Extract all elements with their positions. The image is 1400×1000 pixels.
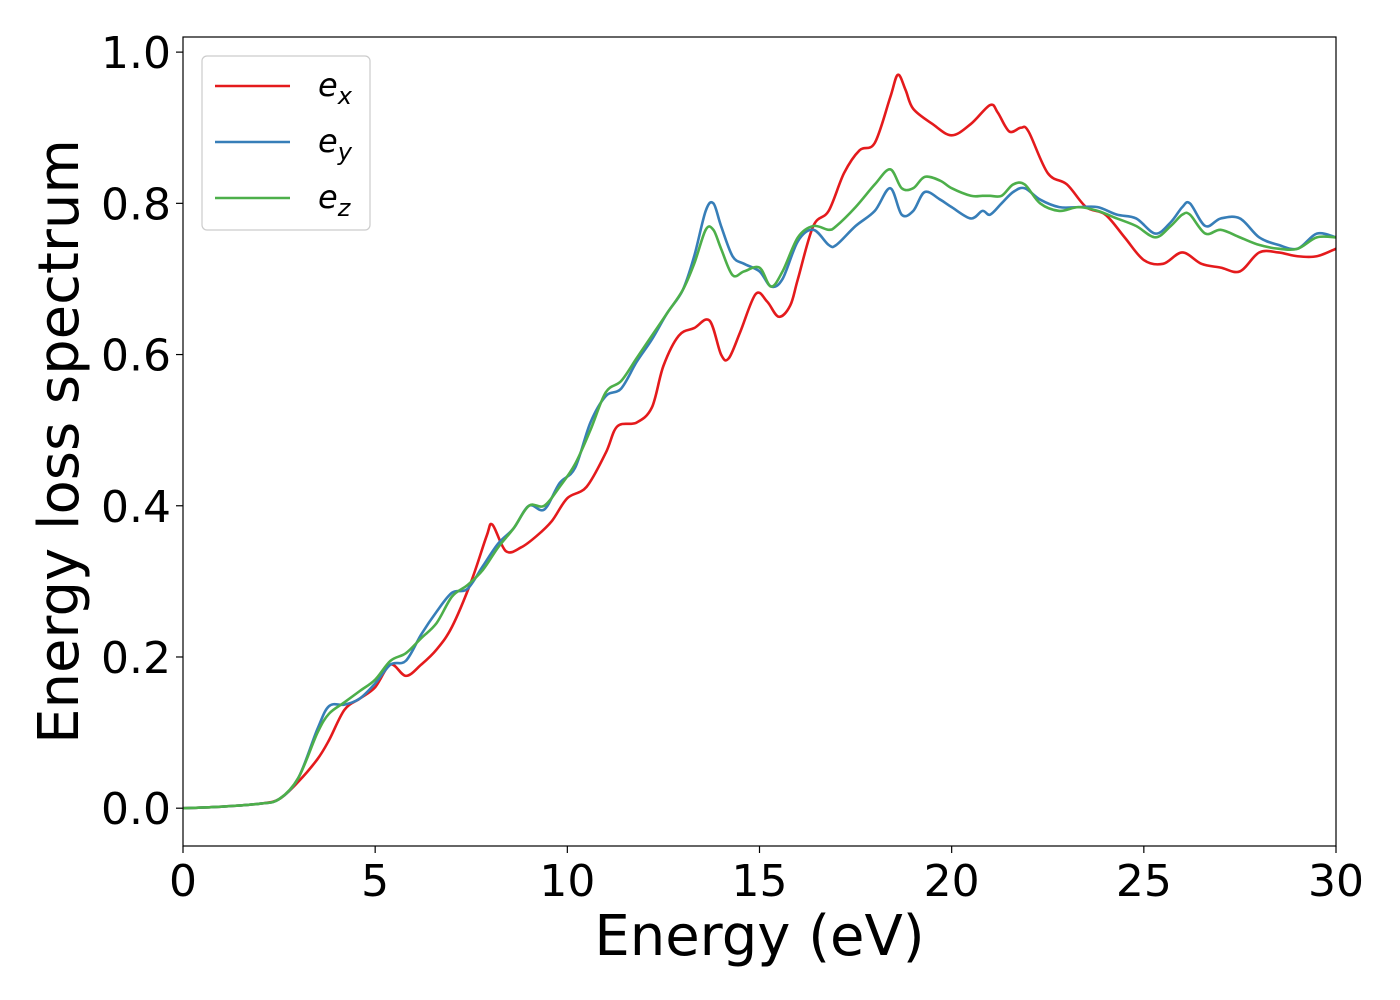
legend-label: ez <box>318 178 352 222</box>
x-tick-label: 15 <box>732 856 788 907</box>
y-tick-label: 0.6 <box>101 331 171 382</box>
x-tick-label: 30 <box>1308 856 1364 907</box>
x-axis-title: Energy (eV) <box>594 904 924 969</box>
x-tick-label: 0 <box>169 856 197 907</box>
series-line-z <box>183 168 1336 810</box>
y-tick-label: 1.0 <box>101 28 171 79</box>
x-tick-label: 25 <box>1116 856 1172 907</box>
y-tick-label: 0.8 <box>101 179 171 230</box>
legend-item-z: ez <box>215 178 352 222</box>
legend-item-y: ey <box>215 122 353 166</box>
y-axis-title: Energy loss spectrum <box>27 139 92 744</box>
x-tick-label: 5 <box>361 856 389 907</box>
legend-item-x: ex <box>215 66 353 110</box>
series-layer <box>183 73 1336 810</box>
y-tick-label: 0.0 <box>101 784 171 835</box>
y-tick-label: 0.4 <box>101 482 171 533</box>
x-tick-label: 10 <box>539 856 595 907</box>
tick-layer: 0 5 10 15 20 25 30 0.0 0.2 0.4 0.6 0.8 1.0 <box>101 28 1364 907</box>
series-line-y <box>183 186 1336 810</box>
legend-label: ey <box>318 122 353 166</box>
y-tick-label: 0.2 <box>101 633 171 684</box>
legend: ex ey ez <box>201 55 371 231</box>
legend-label: ex <box>318 66 353 110</box>
x-tick-label: 20 <box>924 856 980 907</box>
